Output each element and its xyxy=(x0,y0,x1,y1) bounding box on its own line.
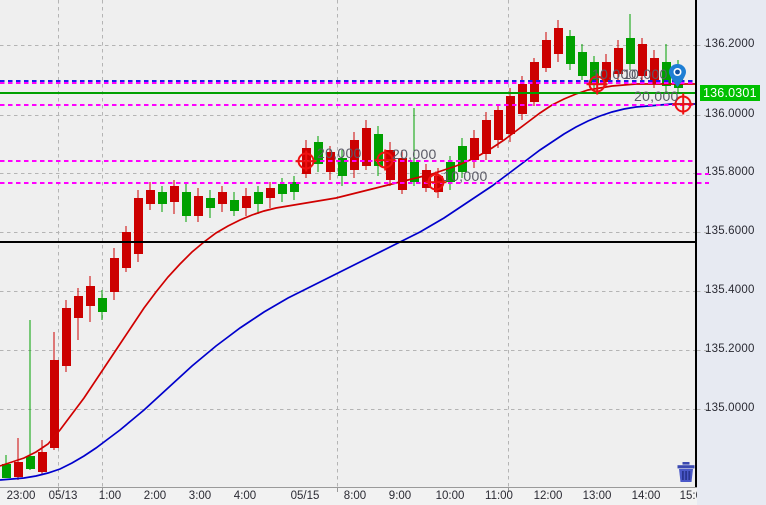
time-tick: 14:00 xyxy=(631,490,661,502)
axis-gridline-stub xyxy=(697,115,711,116)
time-tickmark xyxy=(508,488,509,492)
magenta-line-2[interactable] xyxy=(0,104,696,106)
axis-magenta-stub xyxy=(697,182,709,184)
order-label: 20,000 xyxy=(634,88,679,104)
current-price-tag[interactable]: 136.0301 xyxy=(700,85,760,101)
order-marker-cross xyxy=(425,181,447,183)
time-tick: 1:00 xyxy=(98,490,122,502)
axis-gridline-stub xyxy=(697,291,711,292)
price-tick: 135.2000 xyxy=(705,343,755,355)
vertical-gridline xyxy=(337,0,338,487)
time-axis[interactable]: 23:00 05/13 1:00 2:00 3:00 4:00 05/15 8:… xyxy=(0,487,766,505)
horizontal-gridline xyxy=(0,232,696,233)
order-marker-cross xyxy=(374,159,396,161)
time-tick: 05/15 xyxy=(290,490,320,502)
time-tick: 8:00 xyxy=(343,490,367,502)
time-tickmark xyxy=(58,488,59,492)
horizontal-gridline xyxy=(0,45,696,46)
map-pin-icon[interactable] xyxy=(668,64,687,88)
price-tick: 135.8000 xyxy=(705,166,755,178)
plot-right-border xyxy=(695,0,697,487)
price-tick: 135.4000 xyxy=(705,284,755,296)
time-tick: 3:00 xyxy=(188,490,212,502)
order-marker-cross xyxy=(295,160,317,162)
horizontal-gridline xyxy=(0,291,696,292)
time-tick: 12:00 xyxy=(533,490,563,502)
time-tick: 4:00 xyxy=(233,490,257,502)
time-tick: 11:00 xyxy=(485,490,513,502)
horizontal-gridline xyxy=(0,409,696,410)
order-marker-cross xyxy=(586,83,608,85)
time-tick: 9:00 xyxy=(388,490,412,502)
horizontal-gridline xyxy=(0,173,696,174)
axis-gridline-stub xyxy=(697,409,711,410)
time-tick: 05/13 xyxy=(48,490,78,502)
price-chart-plot[interactable]: 20,000 20,000 10,000 10,000 10,000 20,00… xyxy=(0,0,696,487)
price-tick: 136.2000 xyxy=(705,38,755,50)
blue-limit-line[interactable] xyxy=(0,80,696,82)
horizontal-gridline xyxy=(0,350,696,351)
time-tickmark xyxy=(102,488,103,492)
axis-gridline-stub xyxy=(697,350,711,351)
order-label: 10,000 xyxy=(443,168,488,184)
time-tickmark xyxy=(337,488,338,492)
time-axis-inner: 23:00 05/13 1:00 2:00 3:00 4:00 05/15 8:… xyxy=(0,488,708,505)
time-tick: 10:00 xyxy=(435,490,465,502)
order-label: 10,000 xyxy=(592,66,637,82)
axis-gridline-stub xyxy=(697,232,711,233)
axis-magenta-stub xyxy=(697,173,709,175)
time-tick: 2:00 xyxy=(143,490,167,502)
magenta-line-3[interactable] xyxy=(0,160,696,162)
vertical-gridline xyxy=(102,0,103,487)
slow-ma-line xyxy=(0,103,696,481)
black-level-line[interactable] xyxy=(0,241,696,243)
axis-gridline-stub xyxy=(697,45,711,46)
price-tick: 135.0000 xyxy=(705,402,755,414)
horizontal-gridline xyxy=(0,115,696,116)
price-tick: 136.0000 xyxy=(705,108,755,120)
magenta-line-4[interactable] xyxy=(0,182,696,184)
price-axis[interactable]: 136.2000 136.0000 135.8000 135.6000 135.… xyxy=(697,0,766,487)
order-marker-cross xyxy=(672,103,694,105)
time-tick: 13:00 xyxy=(582,490,612,502)
price-tick: 135.6000 xyxy=(705,225,755,237)
vertical-gridline xyxy=(508,0,509,487)
green-entry-line[interactable] xyxy=(0,92,696,94)
vertical-gridline xyxy=(58,0,59,487)
time-tick: 23:00 xyxy=(6,490,36,502)
candlestick-series xyxy=(2,14,683,480)
order-label: 20,000 xyxy=(392,146,437,162)
trash-icon[interactable] xyxy=(676,461,696,483)
fast-ma-line xyxy=(0,83,696,467)
order-label: 20,000 xyxy=(317,145,362,161)
magenta-line-1[interactable] xyxy=(0,82,696,84)
order-label: 10,000 xyxy=(623,66,668,82)
axis-corner xyxy=(697,487,766,505)
